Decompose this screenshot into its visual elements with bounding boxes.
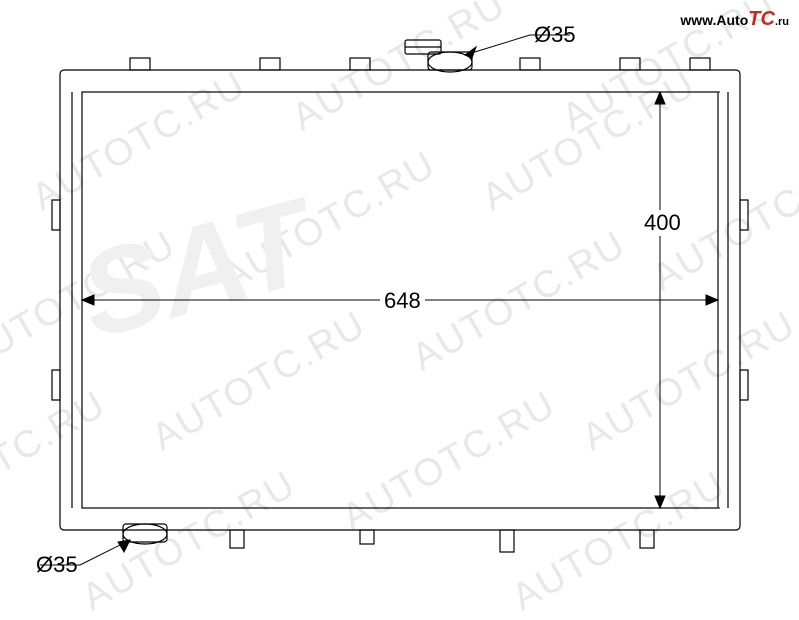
dim-width: 648	[380, 288, 425, 314]
dim-top-port: Ø35	[530, 22, 580, 48]
dim-height: 400	[640, 210, 685, 236]
dim-bottom-port: Ø35	[32, 552, 82, 578]
